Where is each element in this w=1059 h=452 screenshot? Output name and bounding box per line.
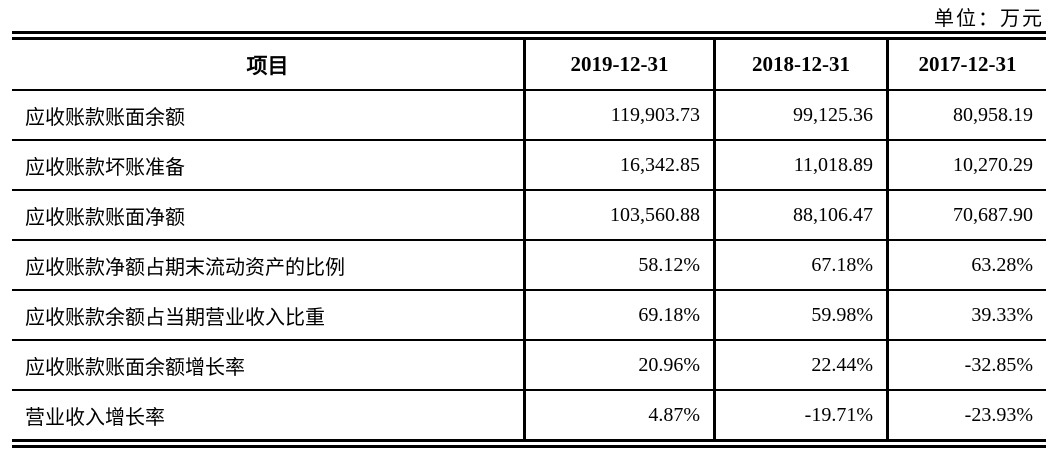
table-row: 应收账款坏账准备 16,342.85 11,018.89 10,270.29 — [12, 141, 1046, 191]
column-header-2019: 2019-12-31 — [523, 40, 713, 91]
unit-label: 单位：万元 — [934, 8, 1044, 30]
column-header-item: 项目 — [12, 40, 523, 91]
row-label: 营业收入增长率 — [25, 406, 165, 429]
row-value-2018: -19.71% — [713, 391, 886, 439]
column-header-2018: 2018-12-31 — [713, 40, 886, 91]
row-value-2018: 99,125.36 — [713, 91, 886, 141]
row-value-2019: 58.12% — [523, 241, 713, 291]
row-value-2017: 10,270.29 — [886, 141, 1046, 191]
row-value-2017: 70,687.90 — [886, 191, 1046, 241]
row-value-2019: 119,903.73 — [523, 91, 713, 141]
row-value-2017: -23.93% — [886, 391, 1046, 439]
table-row: 应收账款账面余额 119,903.73 99,125.36 80,958.19 — [12, 91, 1046, 141]
row-value-2019: 20.96% — [523, 341, 713, 391]
row-label: 应收账款余额占当期营业收入比重 — [12, 291, 523, 341]
row-value-2017: 63.28% — [886, 241, 1046, 291]
table-top-rule — [12, 31, 1046, 40]
row-label: 应收账款账面余额 — [12, 91, 523, 141]
row-value-2017: 39.33% — [886, 291, 1046, 341]
row-label: 应收账款净额占期末流动资产的比例 — [12, 241, 523, 291]
financial-table: 项目 2019-12-31 2018-12-31 2017-12-31 应收账款… — [12, 31, 1046, 448]
row-value-2019: 69.18% — [523, 291, 713, 341]
table-row: 营业收入增长率 4.87% -19.71% -23.93% — [12, 391, 1046, 439]
row-label: 应收账款账面净额 — [12, 191, 523, 241]
table-row: 应收账款账面余额增长率 20.96% 22.44% -32.85% — [12, 341, 1046, 391]
table-row: 应收账款净额占期末流动资产的比例 58.12% 67.18% 63.28% — [12, 241, 1046, 291]
row-value-2018: 59.98% — [713, 291, 886, 341]
row-value-2019: 103,560.88 — [523, 191, 713, 241]
table-header-row: 项目 2019-12-31 2018-12-31 2017-12-31 — [12, 40, 1046, 91]
row-value-2018: 22.44% — [713, 341, 886, 391]
row-value-2017: -32.85% — [886, 341, 1046, 391]
row-value-2018: 67.18% — [713, 241, 886, 291]
row-value-2018: 11,018.89 — [713, 141, 886, 191]
row-value-2017: 80,958.19 — [886, 91, 1046, 141]
table-row: 应收账款账面净额 103,560.88 88,106.47 70,687.90 — [12, 191, 1046, 241]
column-header-2017: 2017-12-31 — [886, 40, 1046, 91]
row-value-2018: 88,106.47 — [713, 191, 886, 241]
row-label: 应收账款坏账准备 — [12, 141, 523, 191]
table-bottom-rule — [12, 439, 1046, 448]
row-value-2019: 16,342.85 — [523, 141, 713, 191]
row-label: 应收账款账面余额增长率 — [12, 341, 523, 391]
table-row: 应收账款余额占当期营业收入比重 69.18% 59.98% 39.33% — [12, 291, 1046, 341]
row-value-2019: 4.87% — [523, 391, 713, 439]
